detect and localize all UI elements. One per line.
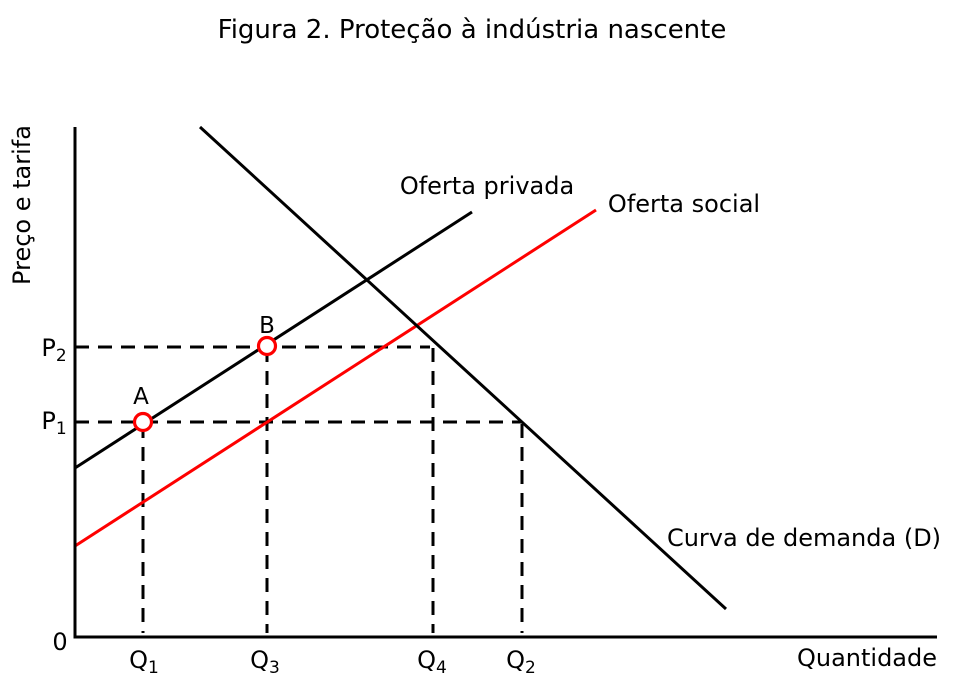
demand-curve-label: Curva de demanda (D) [667, 524, 941, 552]
demand-curve-line [198, 125, 728, 611]
quantity-tick-q2-base: Q [506, 646, 525, 674]
point-a-marker [132, 411, 154, 433]
social-supply-label: Oferta social [608, 190, 760, 218]
point-a-label: A [133, 384, 149, 410]
quantity-tick-q4: Q4 [417, 646, 447, 678]
price-tick-p1-sub: 1 [56, 419, 67, 439]
quantity-tick-q2-sub: 2 [525, 658, 536, 678]
quantity-tick-q1: Q1 [129, 646, 159, 678]
quantity-tick-q4-base: Q [417, 646, 436, 674]
quantity-tick-q1-base: Q [129, 646, 148, 674]
price-tick-p1: P1 [41, 407, 66, 439]
figure-title: Figura 2. Proteção à indústria nascente [218, 15, 727, 45]
price-tick-p2-sub: 2 [56, 346, 67, 366]
private-supply-label: Oferta privada [400, 172, 574, 200]
origin-label: 0 [52, 628, 67, 656]
x-axis-label: Quantidade [797, 644, 937, 672]
quantity-tick-q3-sub: 3 [269, 658, 280, 678]
quantity-tick-q2: Q2 [506, 646, 536, 678]
quantity-tick-q3: Q3 [250, 646, 280, 678]
quantity-tick-q4-sub: 4 [436, 658, 447, 678]
y-axis-label: Preço e tarifa [8, 125, 36, 285]
price-tick-p2: P2 [41, 334, 66, 366]
social-supply-line [74, 208, 597, 548]
point-b-label: B [259, 313, 275, 339]
price-tick-p1-base: P [41, 407, 55, 435]
quantity-tick-q1-sub: 1 [148, 658, 159, 678]
price-tick-p2-base: P [41, 334, 55, 362]
point-b-marker [256, 335, 278, 357]
quantity-tick-q3-base: Q [250, 646, 269, 674]
